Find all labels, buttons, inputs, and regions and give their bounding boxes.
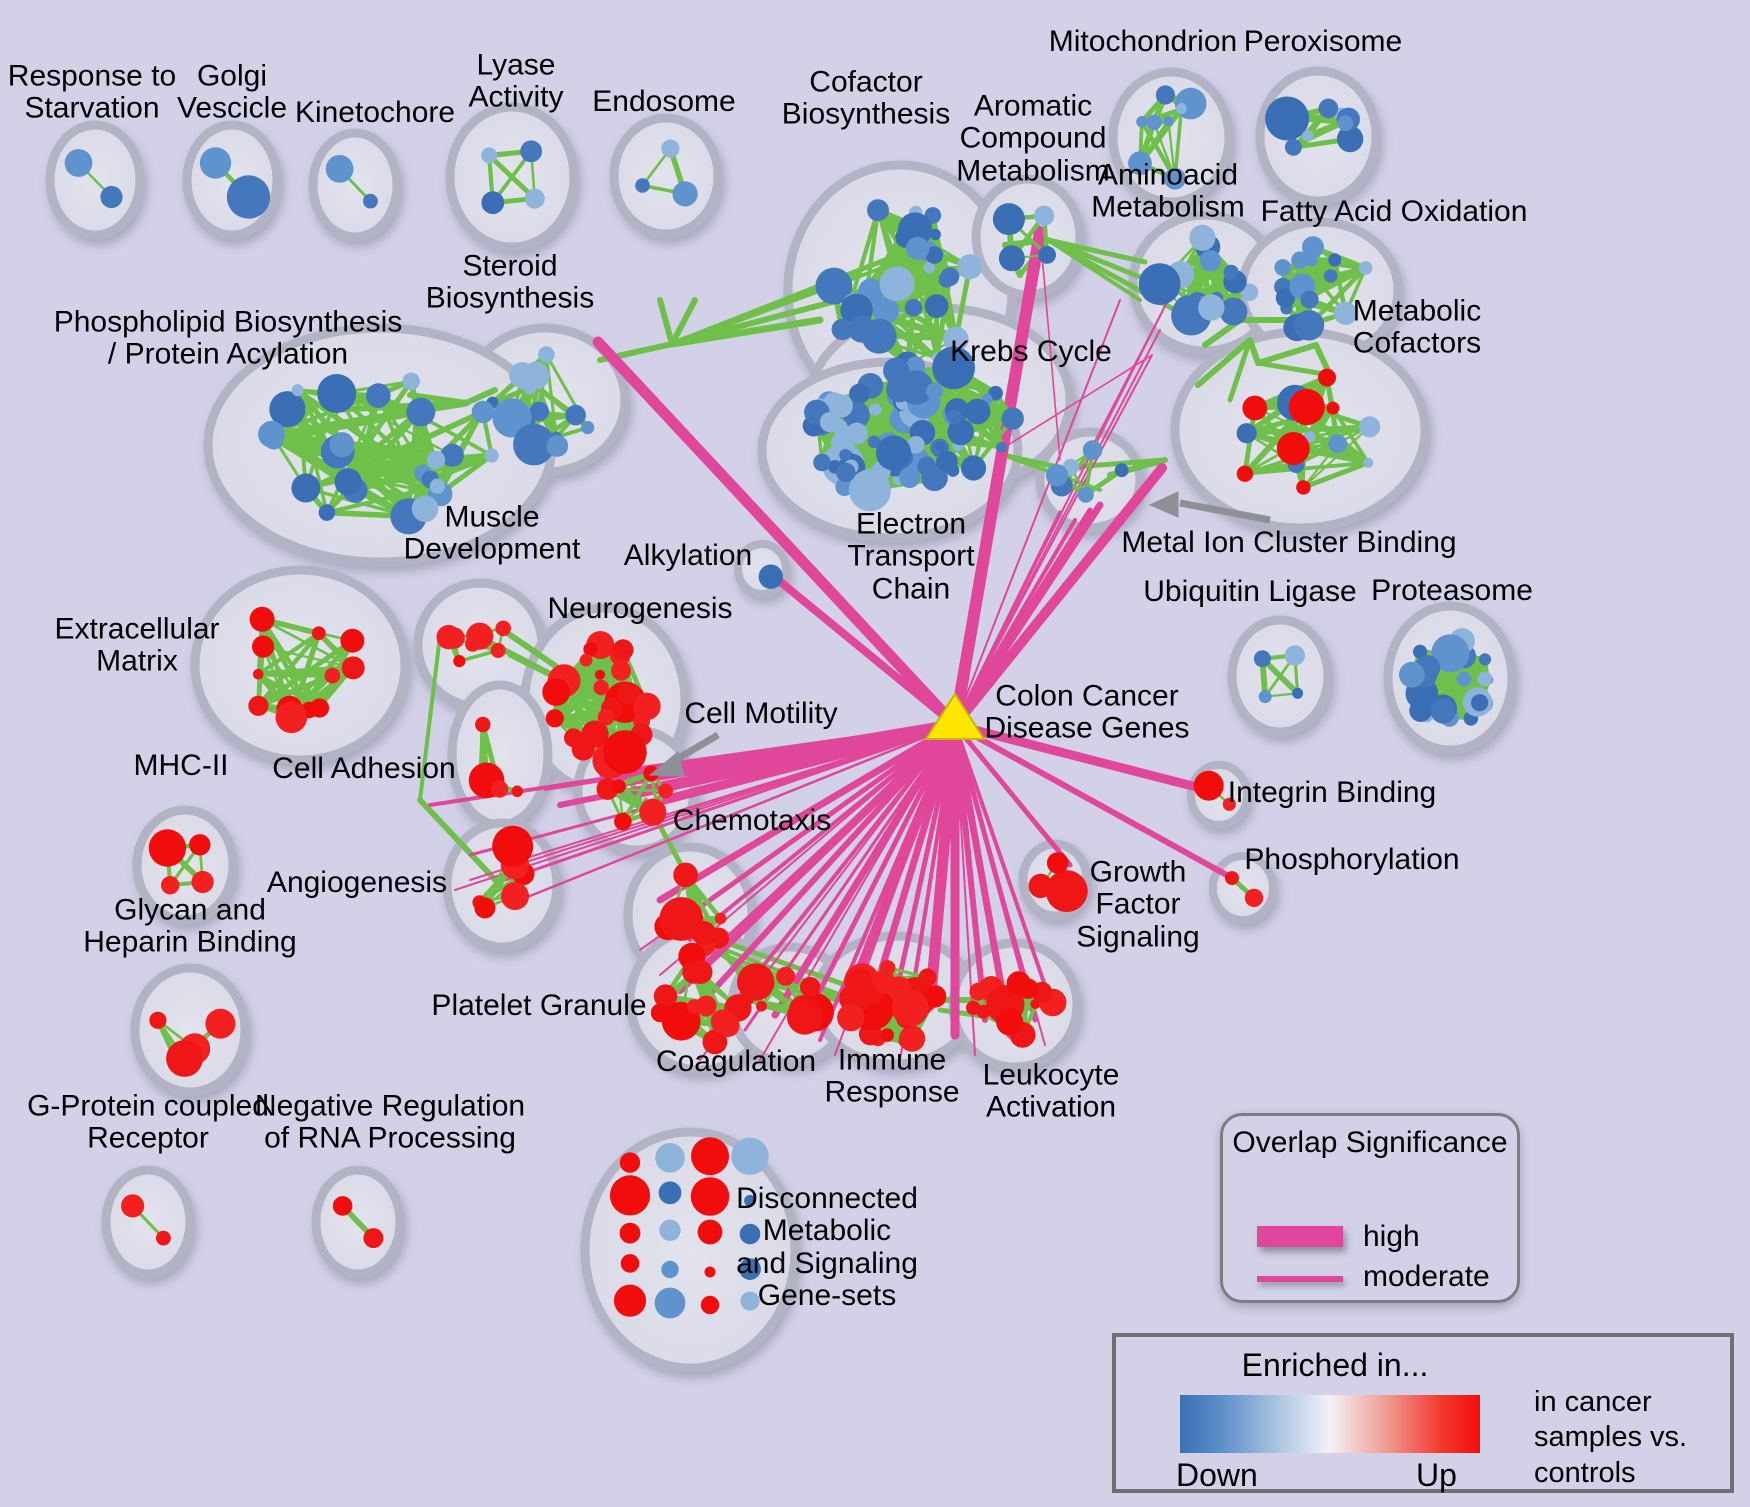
gene-set-nodes <box>481 140 545 215</box>
moderate-significance-label: moderate <box>1363 1260 1490 1293</box>
gene-set-nodes <box>758 564 783 589</box>
gene-set-nodes <box>325 155 378 209</box>
gene-set-nodes <box>1274 236 1373 342</box>
gene-set-nodes <box>1225 871 1264 908</box>
enrichment-gradient-bar <box>1180 1395 1480 1453</box>
gene-set-nodes <box>596 765 673 831</box>
gene-set-nodes <box>148 829 214 895</box>
gene-set-nodes <box>248 606 365 734</box>
gene-set-nodes <box>199 147 271 219</box>
gene-set-nodes <box>654 862 729 956</box>
gene-set-nodes <box>1236 368 1381 495</box>
gene-set-nodes <box>542 631 661 779</box>
colon-cancer-hub-node[interactable] <box>924 692 986 740</box>
high-significance-label: high <box>1363 1220 1420 1253</box>
gene-set-nodes <box>1265 96 1364 156</box>
gene-set-nodes <box>1399 628 1494 727</box>
overlap-significance-legend: Overlap Significance high moderate <box>1220 1113 1520 1303</box>
enrichment-down-label: Down <box>1176 1457 1258 1493</box>
overlap-legend-title: Overlap Significance <box>1232 1126 1508 1159</box>
gene-set-nodes <box>966 971 1067 1048</box>
gene-set-nodes <box>436 620 512 668</box>
gene-set-nodes <box>258 372 499 535</box>
gene-set-nodes <box>737 963 834 1035</box>
gene-set-nodes <box>635 139 698 207</box>
gene-set-nodes <box>64 149 123 209</box>
gene-set-nodes <box>1028 852 1088 913</box>
cluster-nodes <box>64 85 1494 1319</box>
gene-set-nodes <box>837 960 947 1052</box>
gene-set-nodes <box>815 199 983 378</box>
gene-set-nodes <box>472 825 535 919</box>
enrichment-up-label: Up <box>1416 1457 1457 1493</box>
enrichment-note: in cancer samples vs. controls <box>1534 1386 1688 1489</box>
gene-set-nodes <box>121 1194 171 1246</box>
gene-set-nodes <box>609 1137 769 1319</box>
gene-set-nodes <box>468 716 523 799</box>
enrichment-colorbar-legend: Enriched in... Down Up in cancer samples… <box>1112 1333 1734 1493</box>
gene-set-nodes <box>802 370 974 512</box>
gene-set-nodes <box>992 203 1056 272</box>
gene-set-nodes <box>1138 224 1259 336</box>
gene-set-nodes <box>149 1008 236 1077</box>
gene-set-nodes <box>1045 440 1129 503</box>
gene-set-nodes <box>1128 85 1207 190</box>
gene-set-nodes <box>1193 770 1236 811</box>
high-significance-swatch <box>1257 1226 1343 1247</box>
gene-set-nodes <box>650 942 752 1055</box>
gene-set-nodes <box>1253 645 1306 704</box>
enrichment-legend-title: Enriched in... <box>1241 1347 1429 1383</box>
moderate-significance-swatch <box>1257 1276 1343 1282</box>
gene-set-nodes <box>332 1196 384 1249</box>
annotation-arrows <box>648 491 1271 777</box>
gene-set-nodes <box>486 346 595 466</box>
